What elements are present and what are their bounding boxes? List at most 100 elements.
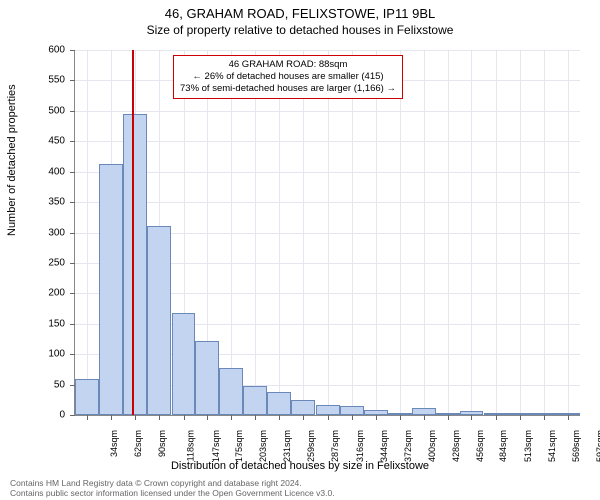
grid-line-v — [255, 50, 256, 415]
x-tick-mark — [328, 415, 329, 420]
y-tick-mark — [70, 233, 75, 234]
y-axis-title: Number of detached properties — [6, 84, 18, 236]
x-tick-mark — [111, 415, 112, 420]
x-tick-mark — [135, 415, 136, 420]
x-tick-mark — [255, 415, 256, 420]
grid-line-v — [496, 50, 497, 415]
x-tick-label: 513sqm — [523, 430, 533, 462]
y-tick-label: 600 — [35, 45, 65, 56]
x-tick-label: 34sqm — [109, 430, 119, 457]
x-tick-mark — [207, 415, 208, 420]
x-tick-mark — [471, 415, 472, 420]
footer-line2: Contains public sector information licen… — [10, 488, 335, 498]
x-tick-label: 231sqm — [282, 430, 292, 462]
x-tick-mark — [159, 415, 160, 420]
grid-line-v — [424, 50, 425, 415]
x-tick-mark — [568, 415, 569, 420]
grid-line-v — [352, 50, 353, 415]
x-tick-mark — [544, 415, 545, 420]
x-tick-label: 316sqm — [355, 430, 365, 462]
x-tick-mark — [496, 415, 497, 420]
x-tick-label: 541sqm — [547, 430, 557, 462]
x-tick-label: 90sqm — [157, 430, 167, 457]
annotation-line2: ← 26% of detached houses are smaller (41… — [180, 71, 396, 83]
y-tick-label: 50 — [35, 379, 65, 390]
grid-line-v — [279, 50, 280, 415]
y-tick-label: 200 — [35, 288, 65, 299]
grid-line-v — [231, 50, 232, 415]
grid-line-v — [544, 50, 545, 415]
y-tick-label: 150 — [35, 318, 65, 329]
y-tick-label: 0 — [35, 410, 65, 421]
x-tick-mark — [279, 415, 280, 420]
y-tick-label: 350 — [35, 197, 65, 208]
grid-line-v — [376, 50, 377, 415]
bar — [75, 379, 99, 416]
y-tick-mark — [70, 141, 75, 142]
property-marker-line — [132, 50, 134, 415]
y-tick-mark — [70, 415, 75, 416]
y-tick-label: 450 — [35, 136, 65, 147]
grid-line-v — [303, 50, 304, 415]
bar — [340, 406, 364, 415]
x-tick-mark — [520, 415, 521, 420]
y-tick-mark — [70, 263, 75, 264]
grid-line-v — [520, 50, 521, 415]
y-tick-label: 250 — [35, 257, 65, 268]
y-tick-mark — [70, 50, 75, 51]
bar — [172, 313, 196, 415]
x-tick-mark — [87, 415, 88, 420]
x-tick-label: 569sqm — [571, 430, 581, 462]
grid-line-v — [568, 50, 569, 415]
bar — [267, 392, 291, 415]
annotation-box: 46 GRAHAM ROAD: 88sqm ← 26% of detached … — [173, 55, 403, 99]
x-tick-mark — [303, 415, 304, 420]
chart-container: 46, GRAHAM ROAD, FELIXSTOWE, IP11 9BL Si… — [0, 0, 600, 500]
grid-line-v — [471, 50, 472, 415]
x-tick-mark — [424, 415, 425, 420]
bar — [99, 164, 123, 415]
x-tick-label: 62sqm — [133, 430, 143, 457]
x-tick-label: 344sqm — [379, 430, 389, 462]
x-tick-mark — [448, 415, 449, 420]
y-tick-mark — [70, 172, 75, 173]
y-tick-mark — [70, 324, 75, 325]
annotation-line3: 73% of semi-detached houses are larger (… — [180, 83, 396, 95]
x-tick-label: 118sqm — [185, 430, 195, 461]
chart-subtitle: Size of property relative to detached ho… — [0, 23, 600, 37]
footer-line1: Contains HM Land Registry data © Crown c… — [10, 478, 335, 488]
grid-line-v — [448, 50, 449, 415]
x-tick-label: 372sqm — [403, 430, 413, 462]
y-tick-mark — [70, 293, 75, 294]
x-tick-label: 456sqm — [475, 430, 485, 462]
x-tick-label: 484sqm — [499, 430, 509, 462]
y-tick-mark — [70, 385, 75, 386]
bar — [243, 386, 267, 415]
chart-plot-area: 050100150200250300350400450500550600 34s… — [75, 50, 580, 415]
x-tick-mark — [352, 415, 353, 420]
y-tick-label: 100 — [35, 349, 65, 360]
x-tick-mark — [376, 415, 377, 420]
y-tick-label: 500 — [35, 105, 65, 116]
x-tick-label: 597sqm — [595, 430, 600, 462]
y-tick-mark — [70, 202, 75, 203]
y-tick-mark — [70, 354, 75, 355]
bar — [219, 368, 243, 415]
footer-attribution: Contains HM Land Registry data © Crown c… — [10, 478, 335, 498]
x-tick-label: 428sqm — [451, 430, 461, 462]
x-tick-mark — [231, 415, 232, 420]
y-tick-label: 550 — [35, 75, 65, 86]
x-tick-label: 175sqm — [234, 430, 244, 462]
y-tick-mark — [70, 111, 75, 112]
page-title: 46, GRAHAM ROAD, FELIXSTOWE, IP11 9BL — [0, 0, 600, 21]
bar — [195, 341, 219, 415]
grid-line-v — [87, 50, 88, 415]
y-tick-label: 300 — [35, 227, 65, 238]
bar — [316, 405, 340, 415]
x-tick-label: 259sqm — [306, 430, 316, 462]
bar — [291, 400, 315, 415]
x-axis-title: Distribution of detached houses by size … — [0, 460, 600, 472]
bar — [147, 226, 171, 415]
grid-line-v — [400, 50, 401, 415]
x-tick-label: 203sqm — [258, 430, 268, 462]
